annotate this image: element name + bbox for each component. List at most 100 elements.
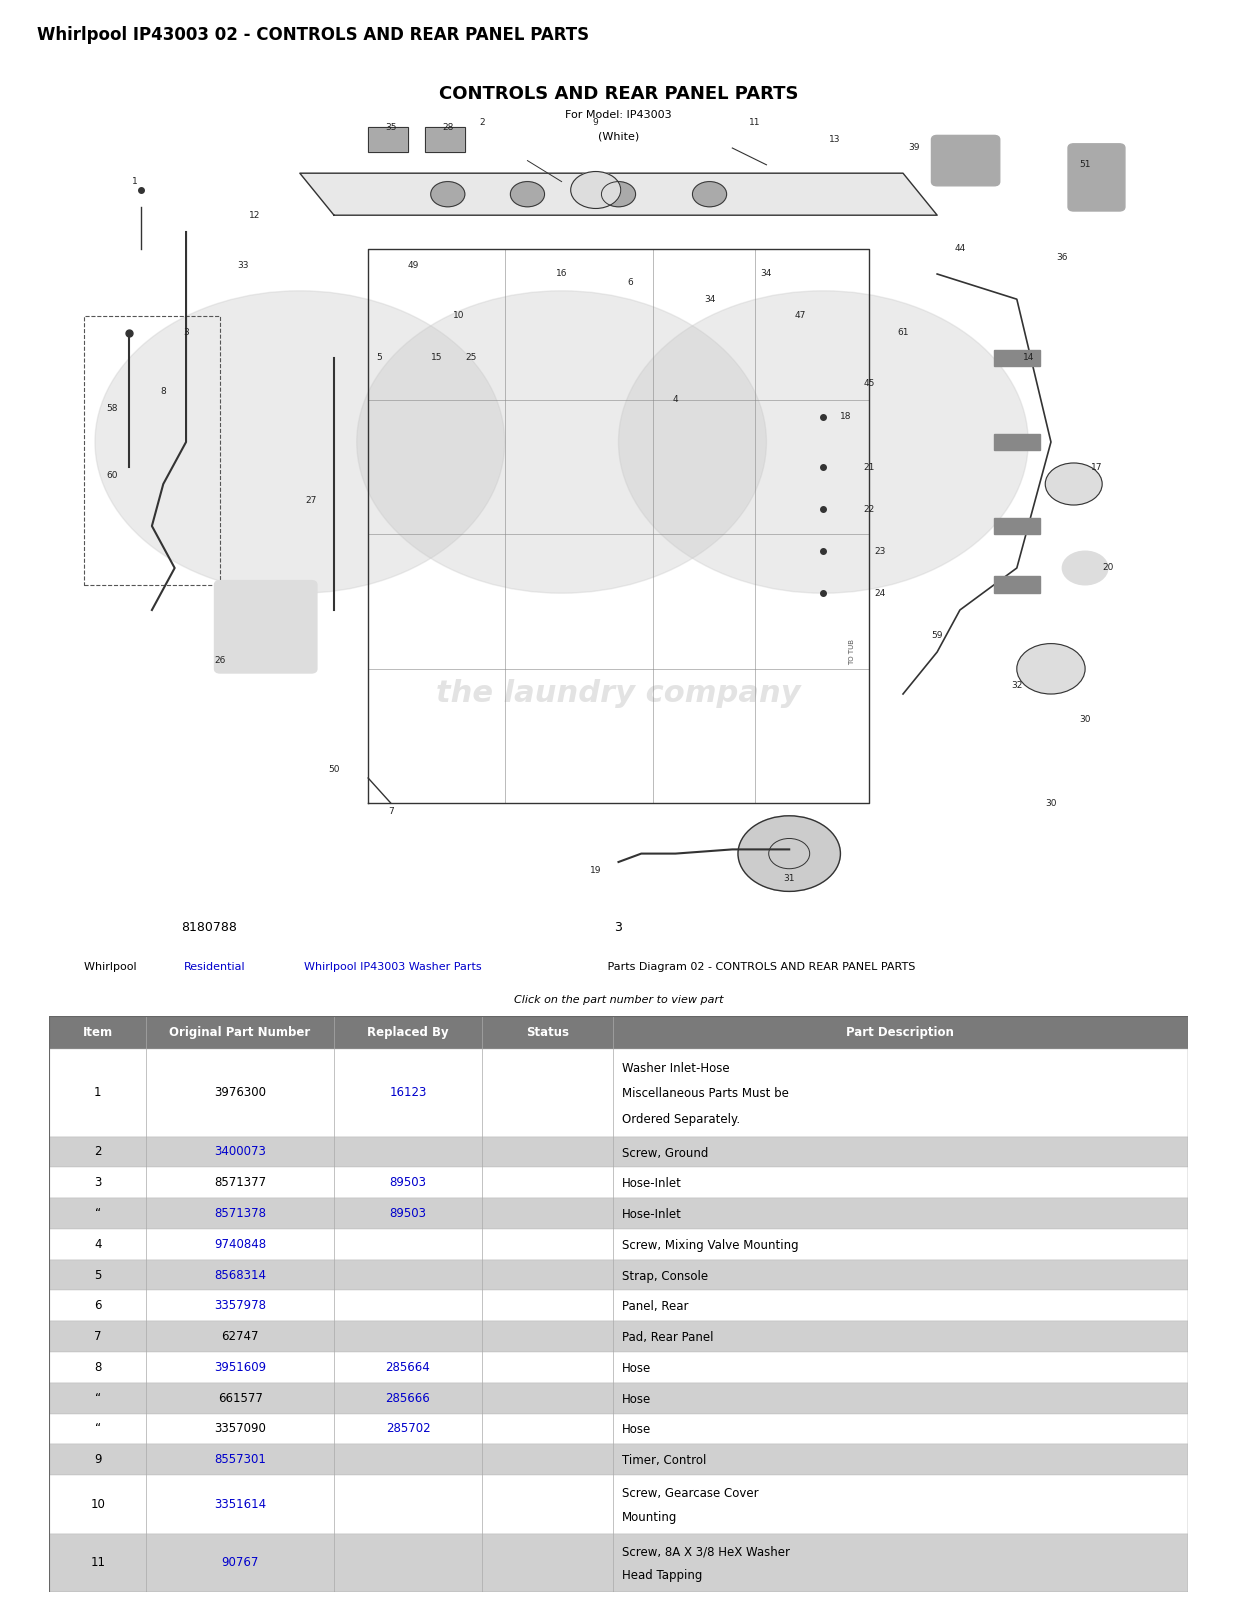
Text: 89503: 89503 <box>390 1176 427 1189</box>
Text: 30: 30 <box>1045 798 1056 808</box>
Text: 3: 3 <box>615 920 622 934</box>
Text: 26: 26 <box>214 656 226 666</box>
Text: 5: 5 <box>94 1269 101 1282</box>
Text: Washer Inlet-Hose: Washer Inlet-Hose <box>622 1062 730 1075</box>
Text: Pad, Rear Panel: Pad, Rear Panel <box>622 1331 714 1344</box>
Text: 8557301: 8557301 <box>214 1453 266 1466</box>
Bar <box>49 1475 1188 1533</box>
Text: 3351614: 3351614 <box>214 1498 266 1510</box>
Text: Whirlpool IP43003 Washer Parts: Whirlpool IP43003 Washer Parts <box>304 963 481 973</box>
Text: 3357978: 3357978 <box>214 1299 266 1312</box>
Circle shape <box>430 182 465 206</box>
Text: 16: 16 <box>555 269 568 278</box>
Text: 1: 1 <box>132 178 137 186</box>
Text: 60: 60 <box>106 470 118 480</box>
Circle shape <box>1017 643 1085 694</box>
Bar <box>995 576 1039 594</box>
Text: Replaced By: Replaced By <box>367 1026 449 1038</box>
Text: “: “ <box>95 1206 101 1221</box>
Text: Ordered Separately.: Ordered Separately. <box>622 1112 740 1125</box>
Text: 3: 3 <box>183 328 189 338</box>
Text: 39: 39 <box>909 144 920 152</box>
Text: 89503: 89503 <box>390 1206 427 1221</box>
Circle shape <box>95 291 505 594</box>
Text: Click on the part number to view part: Click on the part number to view part <box>513 995 724 1005</box>
Text: 34: 34 <box>704 294 715 304</box>
Text: 50: 50 <box>328 765 340 774</box>
Text: (White): (White) <box>597 131 640 141</box>
Text: 12: 12 <box>249 211 260 219</box>
Text: 3951609: 3951609 <box>214 1362 266 1374</box>
Text: 661577: 661577 <box>218 1392 262 1405</box>
Bar <box>426 126 465 152</box>
Text: 11: 11 <box>750 118 761 128</box>
Bar <box>995 434 1039 451</box>
Bar <box>49 1016 1188 1050</box>
Text: Original Part Number: Original Part Number <box>169 1026 310 1038</box>
Circle shape <box>738 816 840 891</box>
Text: Screw, Ground: Screw, Ground <box>622 1147 709 1160</box>
Text: Screw, Gearcase Cover: Screw, Gearcase Cover <box>622 1488 758 1501</box>
Bar <box>369 126 408 152</box>
Text: 33: 33 <box>238 261 249 270</box>
Text: 8571378: 8571378 <box>214 1206 266 1221</box>
Circle shape <box>570 171 621 208</box>
Circle shape <box>601 182 636 206</box>
Text: 21: 21 <box>863 462 875 472</box>
Circle shape <box>356 291 767 594</box>
Text: Whirlpool: Whirlpool <box>84 963 140 973</box>
Text: 3976300: 3976300 <box>214 1086 266 1099</box>
Text: 8: 8 <box>161 387 166 397</box>
Text: 8571377: 8571377 <box>214 1176 266 1189</box>
Circle shape <box>1045 462 1102 506</box>
Text: 14: 14 <box>1023 354 1034 363</box>
Text: Hose-Inlet: Hose-Inlet <box>622 1208 682 1221</box>
Circle shape <box>618 291 1028 594</box>
Text: 9: 9 <box>94 1453 101 1466</box>
Text: 61: 61 <box>897 328 909 338</box>
Text: Panel, Rear: Panel, Rear <box>622 1301 689 1314</box>
Text: 8: 8 <box>94 1362 101 1374</box>
Text: 285702: 285702 <box>386 1422 430 1435</box>
Text: 49: 49 <box>408 261 419 270</box>
Text: 18: 18 <box>840 413 852 421</box>
Text: Residential: Residential <box>184 963 245 973</box>
Bar <box>49 1352 1188 1382</box>
Text: CONTROLS AND REAR PANEL PARTS: CONTROLS AND REAR PANEL PARTS <box>439 85 798 102</box>
Text: “: “ <box>95 1392 101 1405</box>
Text: 6: 6 <box>94 1299 101 1312</box>
Text: 36: 36 <box>1056 253 1068 262</box>
Text: Miscellaneous Parts Must be: Miscellaneous Parts Must be <box>622 1088 789 1101</box>
Bar <box>49 1259 1188 1291</box>
Text: 47: 47 <box>795 312 807 320</box>
Bar <box>49 1229 1188 1259</box>
Bar <box>49 1533 1188 1592</box>
Text: 1: 1 <box>94 1086 101 1099</box>
Text: 3: 3 <box>94 1176 101 1189</box>
Text: 16123: 16123 <box>390 1086 427 1099</box>
Circle shape <box>693 182 726 206</box>
Text: 51: 51 <box>1080 160 1091 170</box>
Text: 31: 31 <box>783 874 795 883</box>
Bar <box>995 518 1039 534</box>
Text: 59: 59 <box>931 630 943 640</box>
Text: 25: 25 <box>465 354 476 363</box>
Text: 3400073: 3400073 <box>214 1146 266 1158</box>
Bar <box>84 317 220 584</box>
Text: For Model: IP43003: For Model: IP43003 <box>565 110 672 120</box>
Text: Whirlpool IP43003 02 - CONTROLS AND REAR PANEL PARTS: Whirlpool IP43003 02 - CONTROLS AND REAR… <box>37 26 589 45</box>
Circle shape <box>1063 550 1108 584</box>
Bar <box>49 1382 1188 1413</box>
Text: 9740848: 9740848 <box>214 1238 266 1251</box>
Text: 15: 15 <box>430 354 442 363</box>
Text: 5: 5 <box>376 354 382 363</box>
FancyBboxPatch shape <box>1068 144 1124 211</box>
Bar <box>49 1322 1188 1352</box>
Text: Screw, 8A X 3/8 HeX Washer: Screw, 8A X 3/8 HeX Washer <box>622 1546 790 1558</box>
Text: TO TUB: TO TUB <box>849 638 855 666</box>
Bar <box>49 1050 1188 1136</box>
Bar <box>426 126 465 152</box>
Text: Item: Item <box>83 1026 113 1038</box>
Text: 44: 44 <box>954 245 966 253</box>
Bar <box>49 1198 1188 1229</box>
